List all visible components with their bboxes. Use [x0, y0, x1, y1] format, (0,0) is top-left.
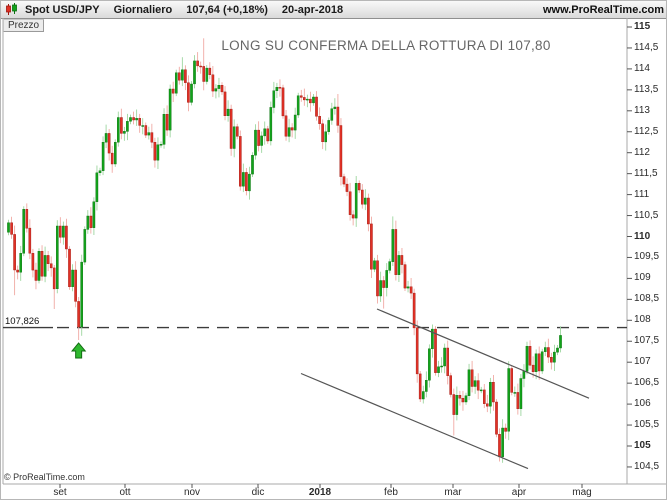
- quote-date: 20-apr-2018: [281, 3, 344, 16]
- price-tick-label: 115: [634, 21, 651, 32]
- price-tick-label: 112,5: [634, 125, 659, 137]
- time-tick-label: mar: [444, 487, 462, 498]
- price-tick-label: 111: [634, 188, 650, 200]
- buy-arrow-icon[interactable]: [70, 342, 87, 359]
- price-tick-label: 112: [634, 146, 650, 158]
- price-tick-label: 106: [634, 398, 651, 410]
- candlestick-icon: [5, 3, 18, 16]
- last-quote: 107,64 (+0,18%): [186, 3, 268, 16]
- time-tick-label: nov: [183, 487, 201, 498]
- price-tick-label: 111,5: [634, 167, 658, 179]
- price-tick-label: 105: [634, 440, 651, 451]
- time-tick-label: set: [53, 487, 67, 498]
- price-tick-label: 113,5: [634, 83, 659, 95]
- horizontal-level-label: 107,826: [5, 316, 40, 327]
- time-tick-label: mag: [572, 487, 592, 498]
- time-tick-label: ott: [119, 487, 131, 498]
- price-tick-label: 109: [634, 272, 651, 284]
- instrument-name: Spot USD/JPY: [25, 3, 100, 16]
- chart-header: Spot USD/JPY Giornaliero 107,64 (+0,18%)…: [1, 1, 666, 19]
- price-tick-label: 107: [634, 356, 651, 368]
- price-tick-label: 105,5: [634, 419, 660, 431]
- chart-annotation-text[interactable]: LONG SU CONFERMA DELLA ROTTURA DI 107,80: [221, 38, 551, 53]
- price-tick-label: 109,5: [634, 251, 660, 263]
- price-tick-label: 110: [634, 230, 651, 242]
- candlesticks: [7, 38, 562, 463]
- price-tick-label: 110,5: [634, 209, 659, 221]
- price-tick-label: 114,5: [634, 41, 659, 53]
- timeframe-label: Giornaliero: [113, 3, 173, 16]
- time-tick-label: 2018: [308, 487, 332, 498]
- price-tick-label: 106,5: [634, 377, 660, 389]
- price-tick-label: 104,5: [634, 460, 660, 472]
- time-tick-label: dic: [251, 487, 265, 498]
- price-tick-label: 108: [634, 314, 651, 326]
- price-tick-label: 107,5: [634, 335, 660, 347]
- axis-ticks: [59, 26, 632, 488]
- prorealtime-url: www.ProRealTime.com: [542, 3, 664, 16]
- price-tick-label: 114: [634, 62, 650, 74]
- price-tick-label: 108,5: [634, 293, 660, 305]
- price-pane-tab[interactable]: Prezzo: [3, 19, 45, 32]
- time-tick-label: feb: [384, 487, 398, 498]
- price-tick-label: 113: [634, 104, 650, 116]
- time-tick-label: apr: [511, 487, 527, 498]
- copyright-label: © ProRealTime.com: [4, 472, 85, 482]
- trendlines[interactable]: [300, 308, 590, 470]
- plot-border: [2, 18, 666, 485]
